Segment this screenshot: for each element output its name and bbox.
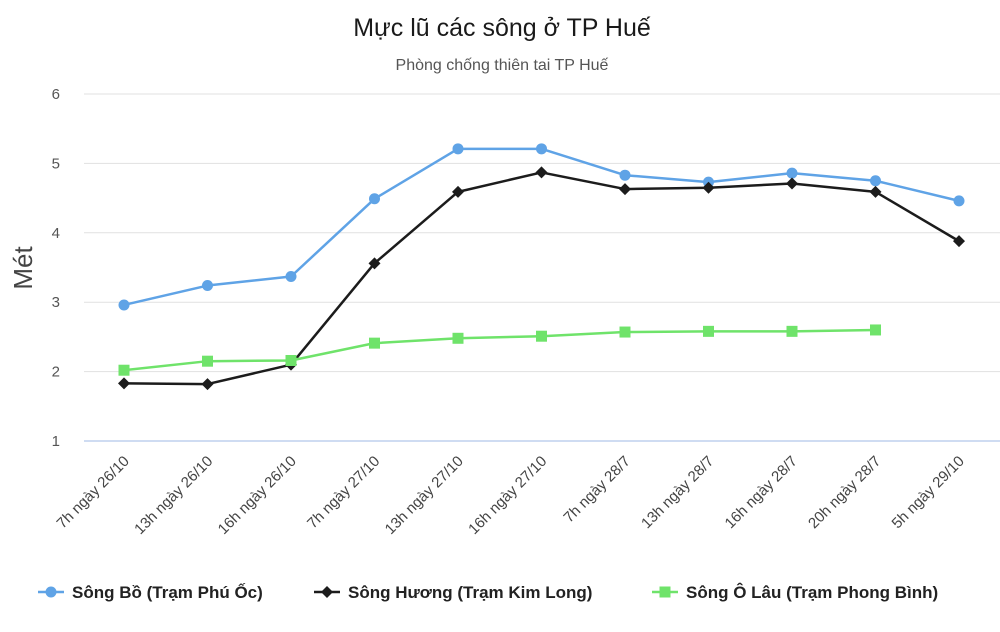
- data-point: [786, 177, 798, 190]
- data-point: [870, 175, 881, 187]
- y-axis-ticks: 1 2 3 4 5 6: [52, 86, 60, 450]
- data-point: [702, 181, 715, 194]
- x-tick-label: 16h ngày 27/10: [465, 453, 550, 538]
- data-point: [870, 324, 881, 336]
- chart-title: Mực lũ các sông ở TP Huế: [353, 14, 651, 42]
- data-point: [953, 195, 965, 207]
- series-1: [118, 143, 965, 311]
- legend-item[interactable]: Sông Hương (Trạm Kim Long): [314, 583, 592, 602]
- data-point: [452, 185, 464, 198]
- data-point: [536, 143, 547, 155]
- series-line: [123, 171, 960, 386]
- data-point: [201, 378, 214, 391]
- legend-marker: [45, 586, 57, 598]
- x-tick-label: 13h ngày 26/10: [131, 453, 216, 538]
- x-tick-label: 20h ngày 28/7: [805, 453, 884, 532]
- x-tick-label: 7h ngày 26/10: [54, 453, 133, 532]
- data-point: [118, 299, 130, 311]
- data-point: [452, 143, 464, 155]
- x-tick-label: 7h ngày 27/10: [304, 453, 383, 532]
- series-line: [123, 328, 876, 372]
- legend-label: Sông Hương (Trạm Kim Long): [348, 583, 592, 602]
- x-tick-label: 13h ngày 27/10: [382, 453, 467, 538]
- x-tick-label: 16h ngày 26/10: [215, 453, 300, 538]
- data-point: [786, 325, 798, 337]
- data-point: [369, 193, 380, 205]
- data-point: [535, 166, 548, 179]
- y-tick-label: 5: [52, 155, 60, 172]
- y-tick-label: 3: [52, 294, 60, 311]
- data-point: [368, 257, 381, 270]
- x-tick-label: 16h ngày 28/7: [722, 453, 801, 532]
- data-point: [869, 185, 882, 198]
- legend-label: Sông Bồ (Trạm Phú Ốc): [72, 582, 263, 602]
- data-point: [285, 354, 297, 366]
- gridlines: [84, 93, 1000, 442]
- data-point: [703, 325, 714, 337]
- data-point: [118, 364, 130, 376]
- data-point: [619, 326, 631, 338]
- y-tick-label: 2: [52, 364, 60, 381]
- data-point: [118, 377, 130, 390]
- y-axis-label: Mét: [8, 246, 38, 290]
- data-point: [452, 332, 464, 344]
- series-layer: [118, 143, 965, 391]
- legend: Sông Bồ (Trạm Phú Ốc) Sông Hương (Trạm Ki…: [38, 582, 938, 602]
- data-point: [619, 183, 631, 196]
- x-tick-label: 7h ngày 28/7: [560, 453, 633, 526]
- x-tick-label: 13h ngày 28/7: [638, 453, 717, 532]
- legend-item[interactable]: Sông Ô Lâu (Trạm Phong Bình): [652, 583, 938, 602]
- y-tick-label: 6: [52, 86, 60, 103]
- series-2: [118, 166, 965, 391]
- data-point: [202, 355, 213, 367]
- data-point: [369, 337, 380, 349]
- data-point: [285, 271, 297, 283]
- data-point: [536, 330, 547, 342]
- series-3: [118, 324, 881, 376]
- data-point: [953, 235, 965, 248]
- data-point: [202, 280, 213, 292]
- data-point: [786, 167, 798, 179]
- legend-item[interactable]: Sông Bồ (Trạm Phú Ốc): [38, 582, 263, 602]
- legend-marker: [659, 586, 671, 598]
- data-point: [619, 169, 631, 181]
- chart-subtitle: Phòng chống thiên tai TP Huế: [396, 57, 609, 74]
- legend-label: Sông Ô Lâu (Trạm Phong Bình): [686, 583, 938, 602]
- y-tick-label: 1: [52, 433, 60, 450]
- legend-marker: [321, 586, 333, 598]
- x-tick-label: 5h ngày 29/10: [889, 453, 968, 532]
- y-tick-label: 4: [52, 225, 60, 242]
